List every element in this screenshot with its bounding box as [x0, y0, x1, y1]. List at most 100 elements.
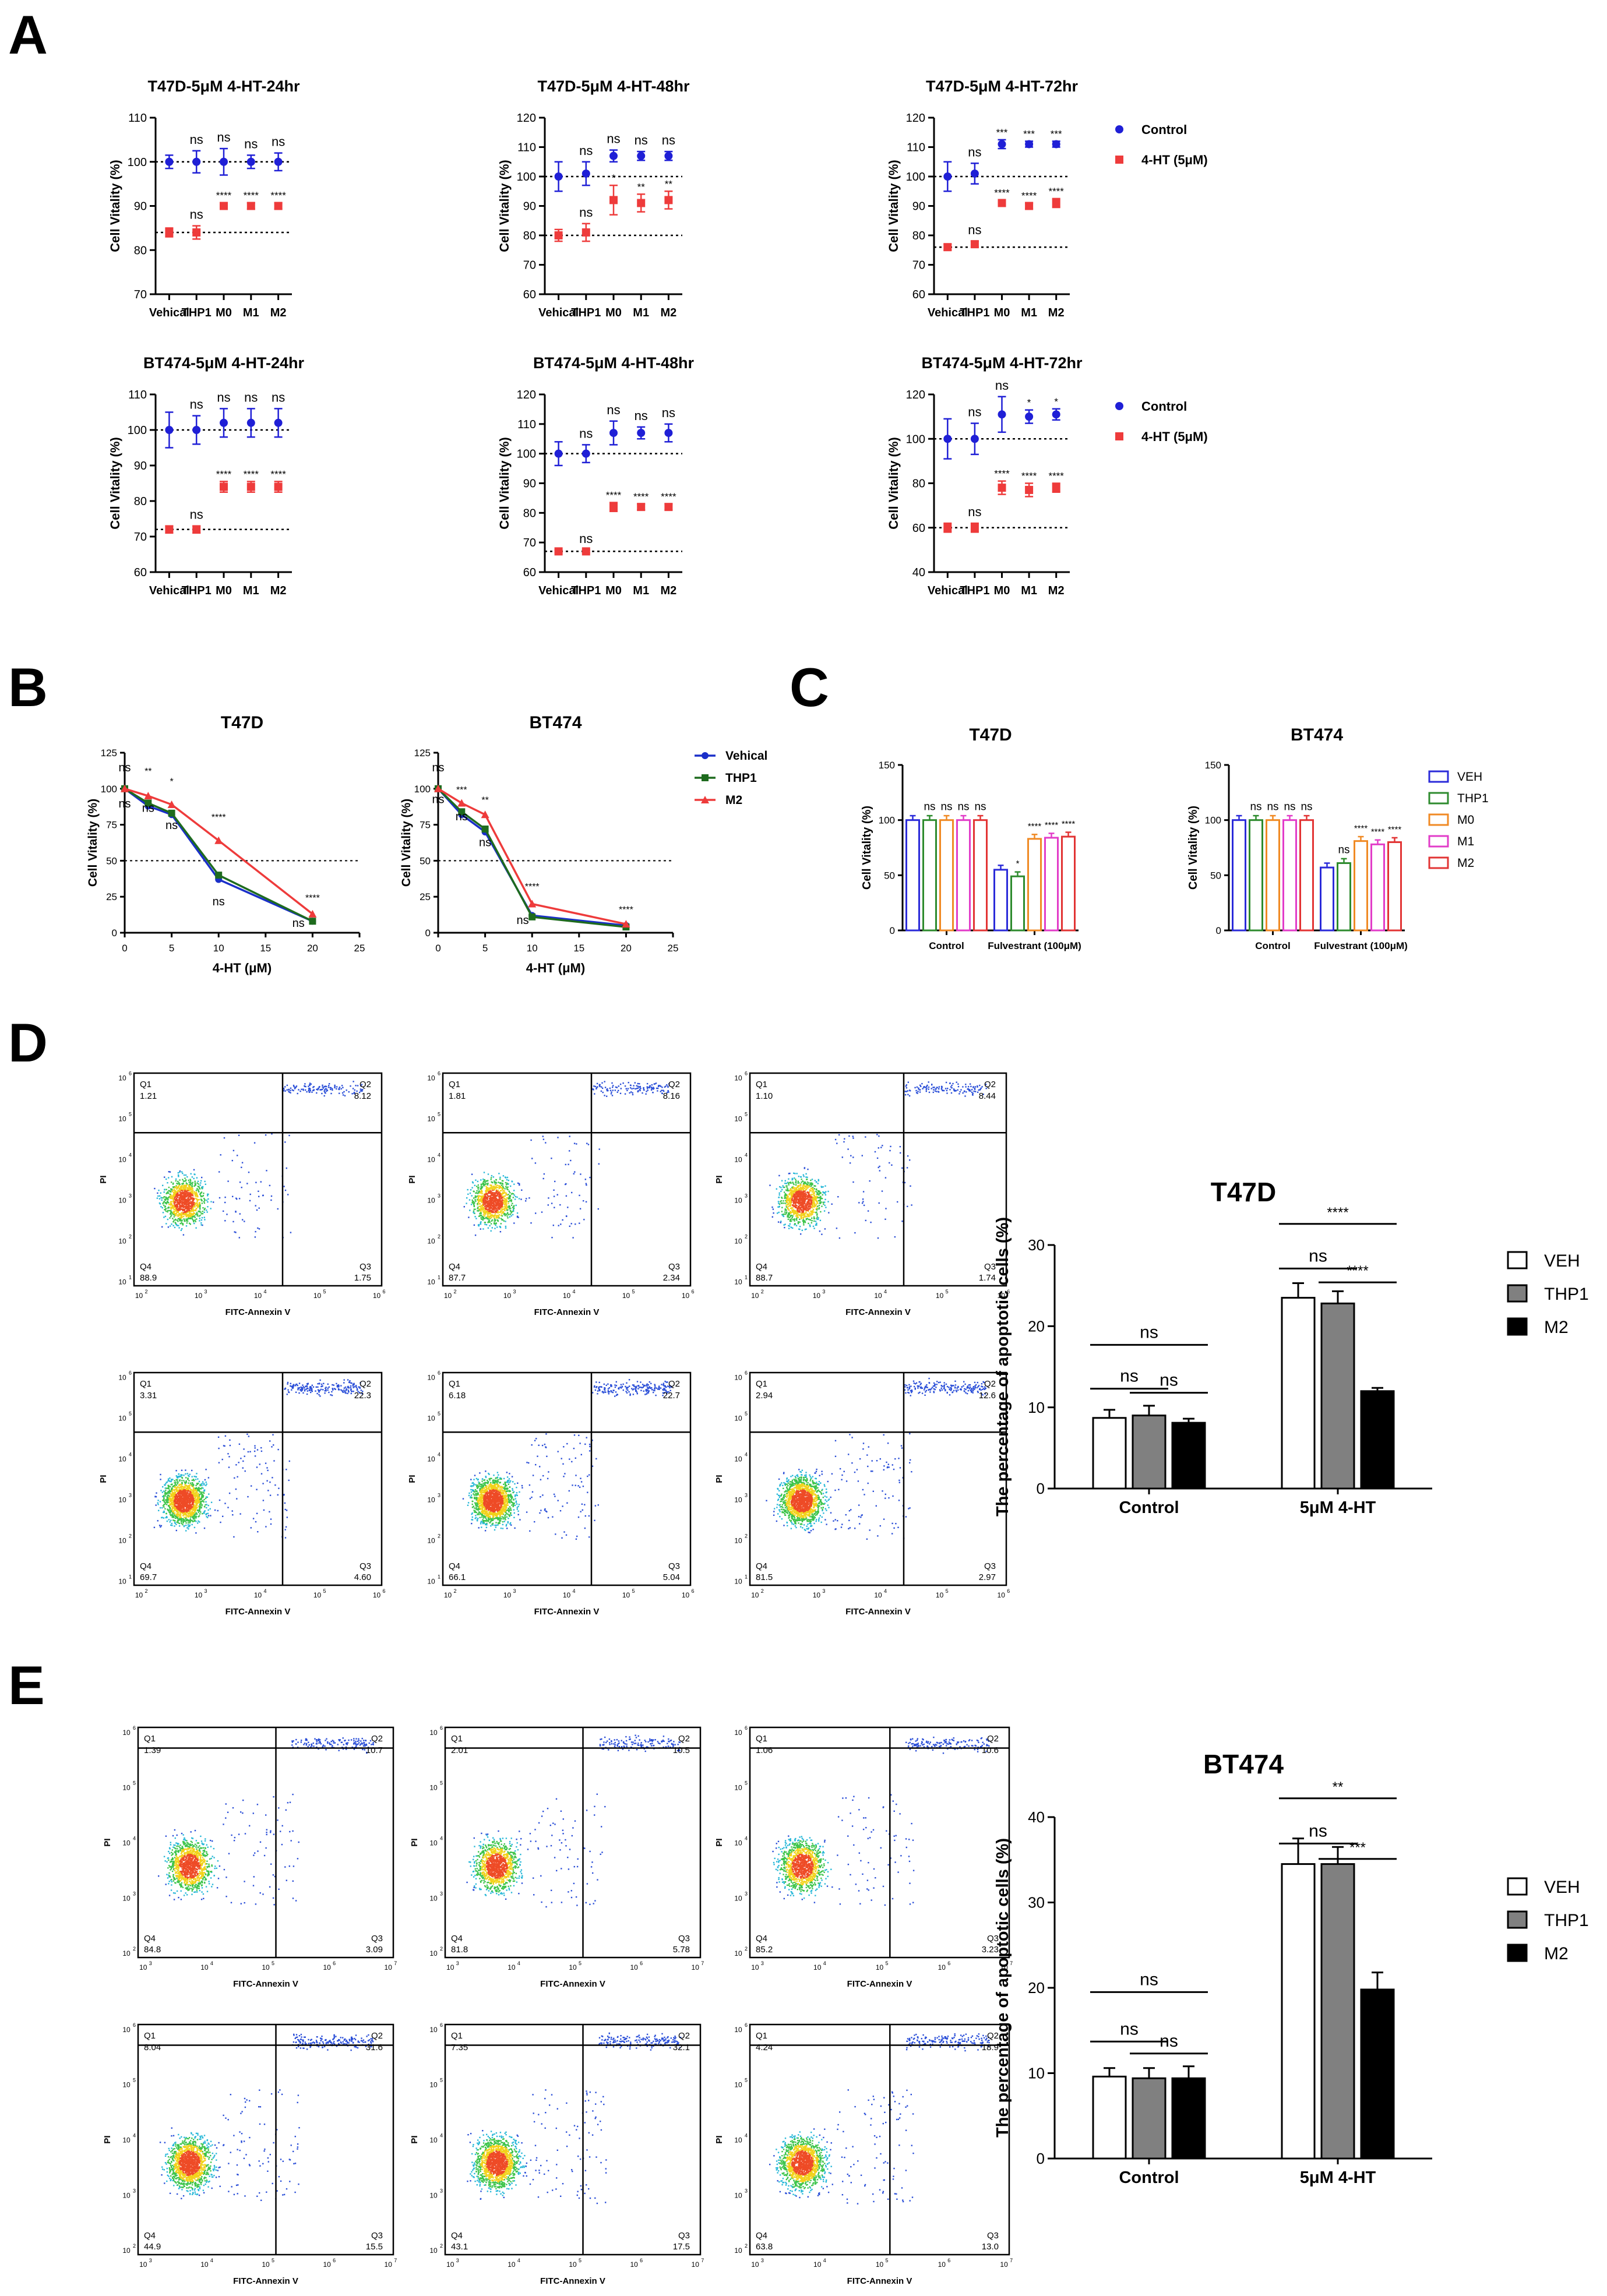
- event: [177, 1195, 178, 1197]
- chart-title: T47D: [1211, 1177, 1276, 1207]
- event: [200, 1224, 202, 1225]
- legend-label: Control: [1141, 122, 1187, 137]
- legend-label: Control: [1141, 399, 1187, 414]
- event: [175, 1219, 176, 1221]
- significance-label: ns: [635, 408, 648, 423]
- significance-label: ns: [190, 397, 203, 412]
- event: [181, 1185, 182, 1186]
- event: [180, 1214, 181, 1215]
- data-point: [971, 170, 979, 178]
- event: [284, 1141, 286, 1142]
- event: [308, 1086, 309, 1087]
- significance-label: ****: [270, 468, 286, 479]
- event: [159, 1198, 160, 1200]
- y-tick-label: 30: [1028, 1894, 1045, 1911]
- event: [177, 1214, 178, 1215]
- event: [170, 1171, 171, 1172]
- data-point: [664, 503, 672, 511]
- data-point: [1052, 199, 1060, 207]
- data-point: [998, 199, 1006, 207]
- event: [164, 1176, 165, 1177]
- legend-swatch: [1508, 1285, 1527, 1302]
- event: [299, 1091, 301, 1092]
- event: [202, 1211, 203, 1212]
- chart-title: BT474: [1203, 1749, 1284, 1779]
- event: [302, 1089, 304, 1090]
- significance-label: ns: [1140, 1322, 1158, 1342]
- y-tick-label: 70: [523, 259, 536, 272]
- event: [169, 1217, 170, 1218]
- event: [239, 1181, 241, 1183]
- y-tick-label: 125: [414, 747, 431, 759]
- bar: [974, 820, 987, 930]
- event: [234, 1231, 235, 1232]
- event: [512, 1214, 513, 1215]
- legend-swatch: [1429, 771, 1448, 782]
- event: [178, 1175, 179, 1176]
- significance-label: ****: [661, 491, 676, 502]
- event: [185, 1179, 186, 1180]
- legend-label: THP1: [1544, 1911, 1589, 1930]
- event: [181, 1171, 182, 1172]
- event: [351, 1093, 353, 1094]
- event: [177, 1219, 178, 1221]
- data-point: [192, 525, 200, 534]
- event: [204, 1217, 205, 1218]
- event: [177, 1204, 178, 1205]
- significance-label: ns: [607, 132, 620, 146]
- event: [163, 1203, 164, 1204]
- data-point: [943, 524, 951, 532]
- event: [194, 1206, 195, 1207]
- event: [355, 1085, 356, 1086]
- event: [179, 1204, 181, 1205]
- legend-label: VEH: [1544, 1251, 1580, 1271]
- event: [186, 1176, 188, 1177]
- significance-label: ****: [270, 190, 286, 201]
- event: [179, 1172, 180, 1173]
- significance-label: ns: [244, 136, 258, 151]
- event: [330, 1089, 331, 1090]
- event: [348, 1091, 350, 1092]
- data-point: [998, 484, 1006, 492]
- event: [175, 1210, 177, 1211]
- event: [175, 1223, 176, 1224]
- data-point: [1025, 412, 1033, 421]
- data-point: [220, 202, 228, 210]
- significance-label: ****: [1045, 820, 1059, 830]
- event: [173, 1205, 174, 1206]
- x-tick-label: 20: [307, 943, 318, 954]
- event: [277, 1208, 279, 1209]
- event: [160, 1197, 161, 1198]
- event: [198, 1211, 199, 1212]
- event: [165, 1198, 166, 1200]
- event: [232, 1221, 234, 1222]
- legend-label: M2: [1544, 1944, 1569, 1963]
- event: [179, 1183, 180, 1184]
- event: [204, 1212, 205, 1213]
- event: [193, 1216, 194, 1217]
- event: [287, 1194, 288, 1195]
- event: [188, 1200, 189, 1201]
- event: [192, 1208, 193, 1209]
- x-tick-label: Fulvestrant (100μM): [1314, 940, 1408, 951]
- event: [271, 1133, 272, 1134]
- y-tick-label: 10: [118, 1155, 126, 1163]
- event: [190, 1201, 191, 1202]
- event: [199, 1218, 200, 1219]
- panel-label-e: E: [8, 1655, 45, 1716]
- event: [196, 1183, 198, 1184]
- event: [493, 1176, 494, 1177]
- y-tick-label: 90: [134, 460, 147, 472]
- event: [195, 1181, 196, 1182]
- event: [301, 1089, 302, 1090]
- event: [196, 1194, 197, 1195]
- event: [227, 1180, 228, 1181]
- y-tick-label: 75: [420, 820, 431, 831]
- event: [185, 1191, 186, 1192]
- event: [288, 1135, 290, 1136]
- x-tick-label: 15: [573, 943, 584, 954]
- event: [166, 1203, 167, 1204]
- data-point: [1052, 410, 1060, 418]
- y-tick-label: 10: [1028, 1399, 1045, 1416]
- significance-label: ns: [968, 144, 981, 159]
